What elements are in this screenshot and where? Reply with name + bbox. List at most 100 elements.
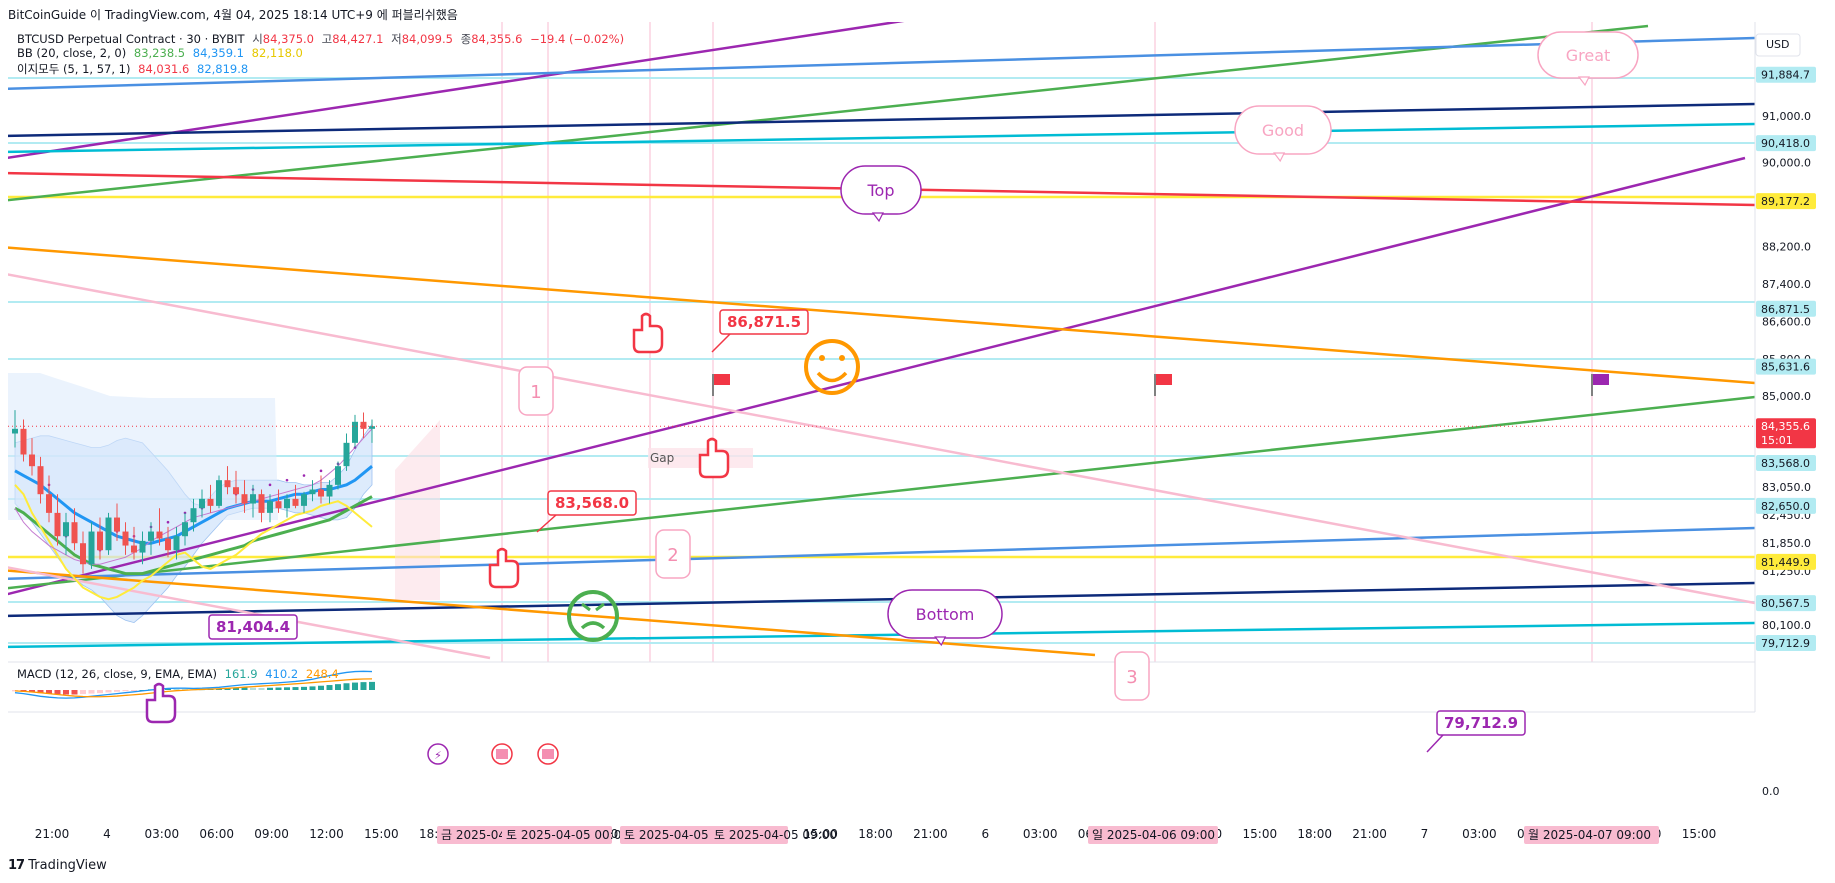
macd-bar-33 [292, 687, 299, 690]
price-badge-text-9: 80,567.5 [1761, 597, 1810, 610]
frown-icon [567, 590, 619, 642]
time-highlight-5 [1524, 826, 1659, 844]
bb-value-upper: 84,359.1 [192, 46, 244, 60]
macd-bar-13 [122, 690, 129, 692]
trendline-6 [8, 102, 1755, 138]
trendline-14 [8, 566, 491, 660]
candle-body-39 [343, 442, 350, 467]
frown-mouth [580, 621, 606, 630]
time-tick-5: 12:00 [309, 827, 344, 841]
callout-79712-text: 79,712.9 [1444, 714, 1518, 732]
bb-legend[interactable]: BB (20, close, 2, 0) 83,238.5 84,359.1 8… [17, 46, 307, 60]
macd-legend[interactable]: MACD (12, 26, close, 9, EMA, EMA) 161.9 … [17, 667, 343, 681]
ohlc-low: 저84,099.5 [391, 32, 453, 46]
macd-bar-10 [97, 690, 103, 694]
candle-body-36 [318, 489, 324, 497]
time-tick-15: 18:00 [858, 827, 893, 841]
price-tick-0: 91,000.0 [1762, 110, 1811, 123]
candle-body-27 [241, 494, 248, 504]
macd-bar-28 [250, 687, 256, 690]
candle-body-11 [105, 517, 112, 551]
callout-81404-text: 81,404.4 [216, 618, 290, 636]
macd-bar-30 [267, 687, 273, 690]
candle-body-19 [173, 536, 180, 551]
gap-label: Gap [650, 451, 674, 465]
candle-body-5 [54, 512, 61, 537]
price-badge-text-1: 90,418.0 [1761, 137, 1810, 150]
macd-bar-29 [258, 687, 265, 690]
symbol-legend: BTCUSD Perpetual Contract · 30 · BYBIT 시… [17, 31, 628, 47]
us-flag-icon-2 [542, 749, 554, 759]
price-tick-12: 0.0 [1762, 785, 1780, 798]
currency-label: USD [1766, 38, 1790, 51]
marker-2-text: 2 [667, 545, 678, 566]
price-badge-text-0: 91,884.7 [1761, 69, 1810, 82]
time-tick-24: 21:00 [1352, 827, 1387, 841]
macd-bar-34 [301, 686, 307, 690]
macd-bar-39 [343, 683, 350, 690]
price-badge-text-5: 84,355.6 [1761, 420, 1810, 433]
flag-icon-1-flag [714, 374, 730, 385]
price-badge-text-8: 81,449.9 [1761, 556, 1810, 569]
macd-bar-26 [233, 687, 239, 690]
price-badge-text-4: 85,631.6 [1761, 361, 1810, 374]
candle-body-3 [37, 466, 44, 495]
ohlc-change: −19.4 (−0.02%) [530, 32, 625, 46]
trendline-2 [8, 24, 1649, 202]
great-bubble-text: Great [1566, 46, 1611, 65]
price-badge-6 [1756, 455, 1816, 472]
ma-name: 이지모두 (5, 1, 57, 1) [17, 62, 131, 76]
trendline-4 [8, 36, 1755, 91]
candle-body-17 [156, 531, 163, 539]
macd-value-macd: 410.2 [265, 667, 299, 681]
candle-body-4 [46, 494, 52, 513]
symbol-name[interactable]: BTCUSD Perpetual Contract · 30 · BYBIT [17, 32, 245, 46]
ohlc-close: 종84,355.6 [460, 32, 523, 46]
candle-body-9 [88, 531, 95, 565]
time-tick-2: 03:00 [145, 827, 180, 841]
candle-body-29 [258, 494, 265, 513]
time-highlight-text-4: 일 2025-04-06 09:00 [1092, 828, 1215, 842]
time-highlight-2 [620, 826, 716, 844]
bb-cloud [8, 373, 278, 520]
smiley-eye-left [819, 355, 825, 361]
time-highlight-1 [502, 826, 612, 844]
time-tick-1: 4 [103, 827, 111, 841]
time-tick-22: 15:00 [1243, 827, 1278, 841]
price-badge-text-6: 83,568.0 [1761, 457, 1810, 470]
footer-brand: TradingView [28, 858, 107, 873]
candle-body-18 [165, 538, 171, 551]
time-highlight-0 [437, 826, 523, 844]
callout-86871-text: 86,871.5 [727, 313, 801, 331]
macd-bar-4 [46, 690, 52, 694]
callout-86871-pointer [711, 333, 731, 353]
ma-dot-8 [166, 520, 170, 524]
ma-legend[interactable]: 이지모두 (5, 1, 57, 1) 84,031.6 82,819.8 [17, 61, 252, 77]
candle-body-42 [369, 426, 375, 429]
candle-body-30 [267, 501, 273, 513]
hand-pointer-icon-2 [698, 437, 730, 479]
candle-body-21 [190, 508, 197, 523]
candle-body-23 [207, 498, 214, 506]
time-highlight-text-3: 토 2025-04-05 09:00 [714, 828, 837, 842]
candle-body-1 [20, 428, 27, 455]
plot-area[interactable] [0, 0, 1755, 712]
macd-bar-7 [71, 690, 78, 695]
price-badge-text-7: 82,650.0 [1761, 500, 1810, 513]
time-tick-23: 18:00 [1297, 827, 1332, 841]
frown-brow-right [595, 602, 605, 612]
trendline-7 [8, 581, 1755, 618]
macd-bar-41 [360, 682, 367, 690]
tradingview-footer[interactable]: 17 TradingView [8, 858, 107, 873]
candle-body-12 [114, 517, 120, 532]
price-tick-9: 81,850.0 [1762, 537, 1811, 550]
time-highlight-text-1: 토 2025-04-05 00:00 [506, 828, 629, 842]
price-badge-sub-5: 15:01 [1761, 434, 1793, 447]
candle-body-38 [335, 466, 341, 485]
macd-bar-8 [80, 690, 86, 695]
bottom-bubble-text: Bottom [916, 605, 975, 624]
ma-dot-16 [302, 474, 306, 477]
price-badge-3 [1756, 300, 1816, 317]
macd-value-signal: 248.4 [305, 667, 339, 681]
